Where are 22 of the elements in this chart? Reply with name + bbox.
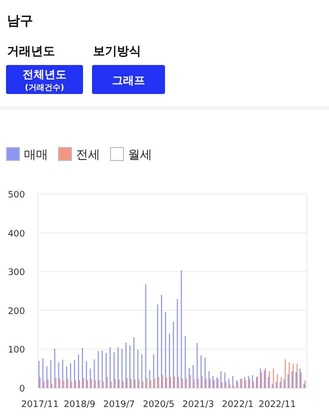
legend-label: 매매 — [24, 148, 48, 162]
text: 그래프 — [112, 74, 145, 87]
text: (거래건수) — [24, 83, 64, 92]
x-tick-label: 2020/5 — [142, 400, 174, 410]
y-tick-label: 100 — [8, 346, 26, 356]
chart-title: 남구 — [7, 14, 33, 29]
text: 거래년도 — [7, 44, 55, 58]
x-tick-label: 2018/9 — [64, 400, 96, 410]
y-tick-label: 400 — [8, 229, 26, 240]
text: 보기방식 — [93, 44, 141, 58]
legend-label: 전세 — [76, 148, 100, 162]
x-tick-label: 2017/11 — [21, 400, 59, 410]
y-tick-label: 0 — [19, 384, 26, 394]
y-tick-label: 200 — [8, 306, 26, 317]
x-tick-label: 2022/1 — [222, 400, 254, 410]
x-tick-label: 2021/3 — [182, 400, 214, 410]
y-tick-label: 300 — [8, 268, 26, 278]
x-tick-label: 2019/7 — [103, 400, 135, 410]
legend-label: 월세 — [128, 148, 152, 162]
text: 전체년도 — [22, 68, 66, 81]
y-tick-label: 500 — [8, 190, 26, 200]
x-tick-label: 2022/11 — [258, 400, 296, 410]
